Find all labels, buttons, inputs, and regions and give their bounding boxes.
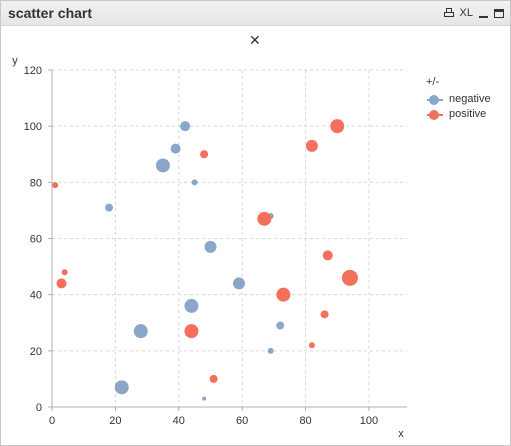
legend-marker-negative (429, 95, 439, 105)
data-point-positive (308, 342, 315, 349)
legend-marker-positive (429, 110, 439, 120)
clear-selection-icon[interactable]: ✕ (249, 32, 261, 48)
x-tick-label: 40 (173, 415, 185, 427)
y-tick-label: 40 (30, 290, 42, 302)
data-point-negative (202, 396, 207, 401)
data-point-positive (341, 269, 358, 286)
data-point-positive (184, 324, 199, 339)
data-point-negative (204, 240, 217, 253)
y-tick-label: 20 (30, 346, 42, 358)
data-point-positive (56, 278, 67, 289)
y-axis-label: y (12, 55, 18, 67)
legend-title: +/- (426, 76, 440, 88)
legend-label-positive: positive (449, 108, 487, 120)
x-tick-label: 0 (49, 415, 55, 427)
data-point-negative (170, 143, 181, 154)
minimize-icon[interactable] (479, 6, 488, 20)
data-point-negative (276, 321, 285, 330)
data-point-positive (330, 119, 345, 134)
y-tick-label: 80 (30, 177, 42, 189)
data-point-negative (114, 380, 129, 395)
legend-item-positive[interactable]: positive (426, 108, 486, 123)
legend-label-negative: negative (449, 93, 491, 105)
data-point-negative (105, 203, 114, 212)
data-point-negative (233, 277, 246, 290)
x-tick-label: 20 (109, 415, 121, 427)
data-point-positive (276, 287, 291, 302)
data-point-negative (155, 158, 170, 173)
x-tick-label: 100 (360, 415, 378, 427)
data-point-positive (209, 374, 218, 383)
title-bar: scatter chart XL (1, 1, 510, 26)
legend-item-negative[interactable]: negative (426, 93, 491, 108)
y-tick-label: 0 (36, 402, 42, 414)
data-point-negative (267, 347, 274, 354)
data-point-positive (305, 139, 318, 152)
x-tick-label: 60 (236, 415, 248, 427)
data-point-negative (133, 324, 148, 339)
print-icon[interactable] (443, 6, 454, 20)
data-point-positive (52, 182, 59, 189)
y-tick-label: 60 (30, 234, 42, 246)
window-controls: XL (443, 6, 504, 20)
data-point-positive (322, 250, 333, 261)
data-point-negative (184, 298, 199, 313)
y-tick-label: 100 (24, 121, 42, 133)
maximize-icon[interactable] (494, 6, 504, 20)
data-point-positive (257, 211, 272, 226)
legend: +/- negative positive (426, 76, 491, 123)
data-point-negative (180, 121, 191, 132)
y-tick-label: 120 (24, 65, 42, 77)
chart-title: scatter chart (8, 5, 93, 21)
data-point-positive (200, 150, 209, 159)
x-tick-label: 80 (299, 415, 311, 427)
data-point-negative (191, 179, 198, 186)
excel-export-icon[interactable]: XL (459, 7, 473, 19)
data-point-positive (61, 269, 68, 276)
x-axis-label: x (398, 428, 404, 440)
data-point-positive (320, 310, 329, 319)
